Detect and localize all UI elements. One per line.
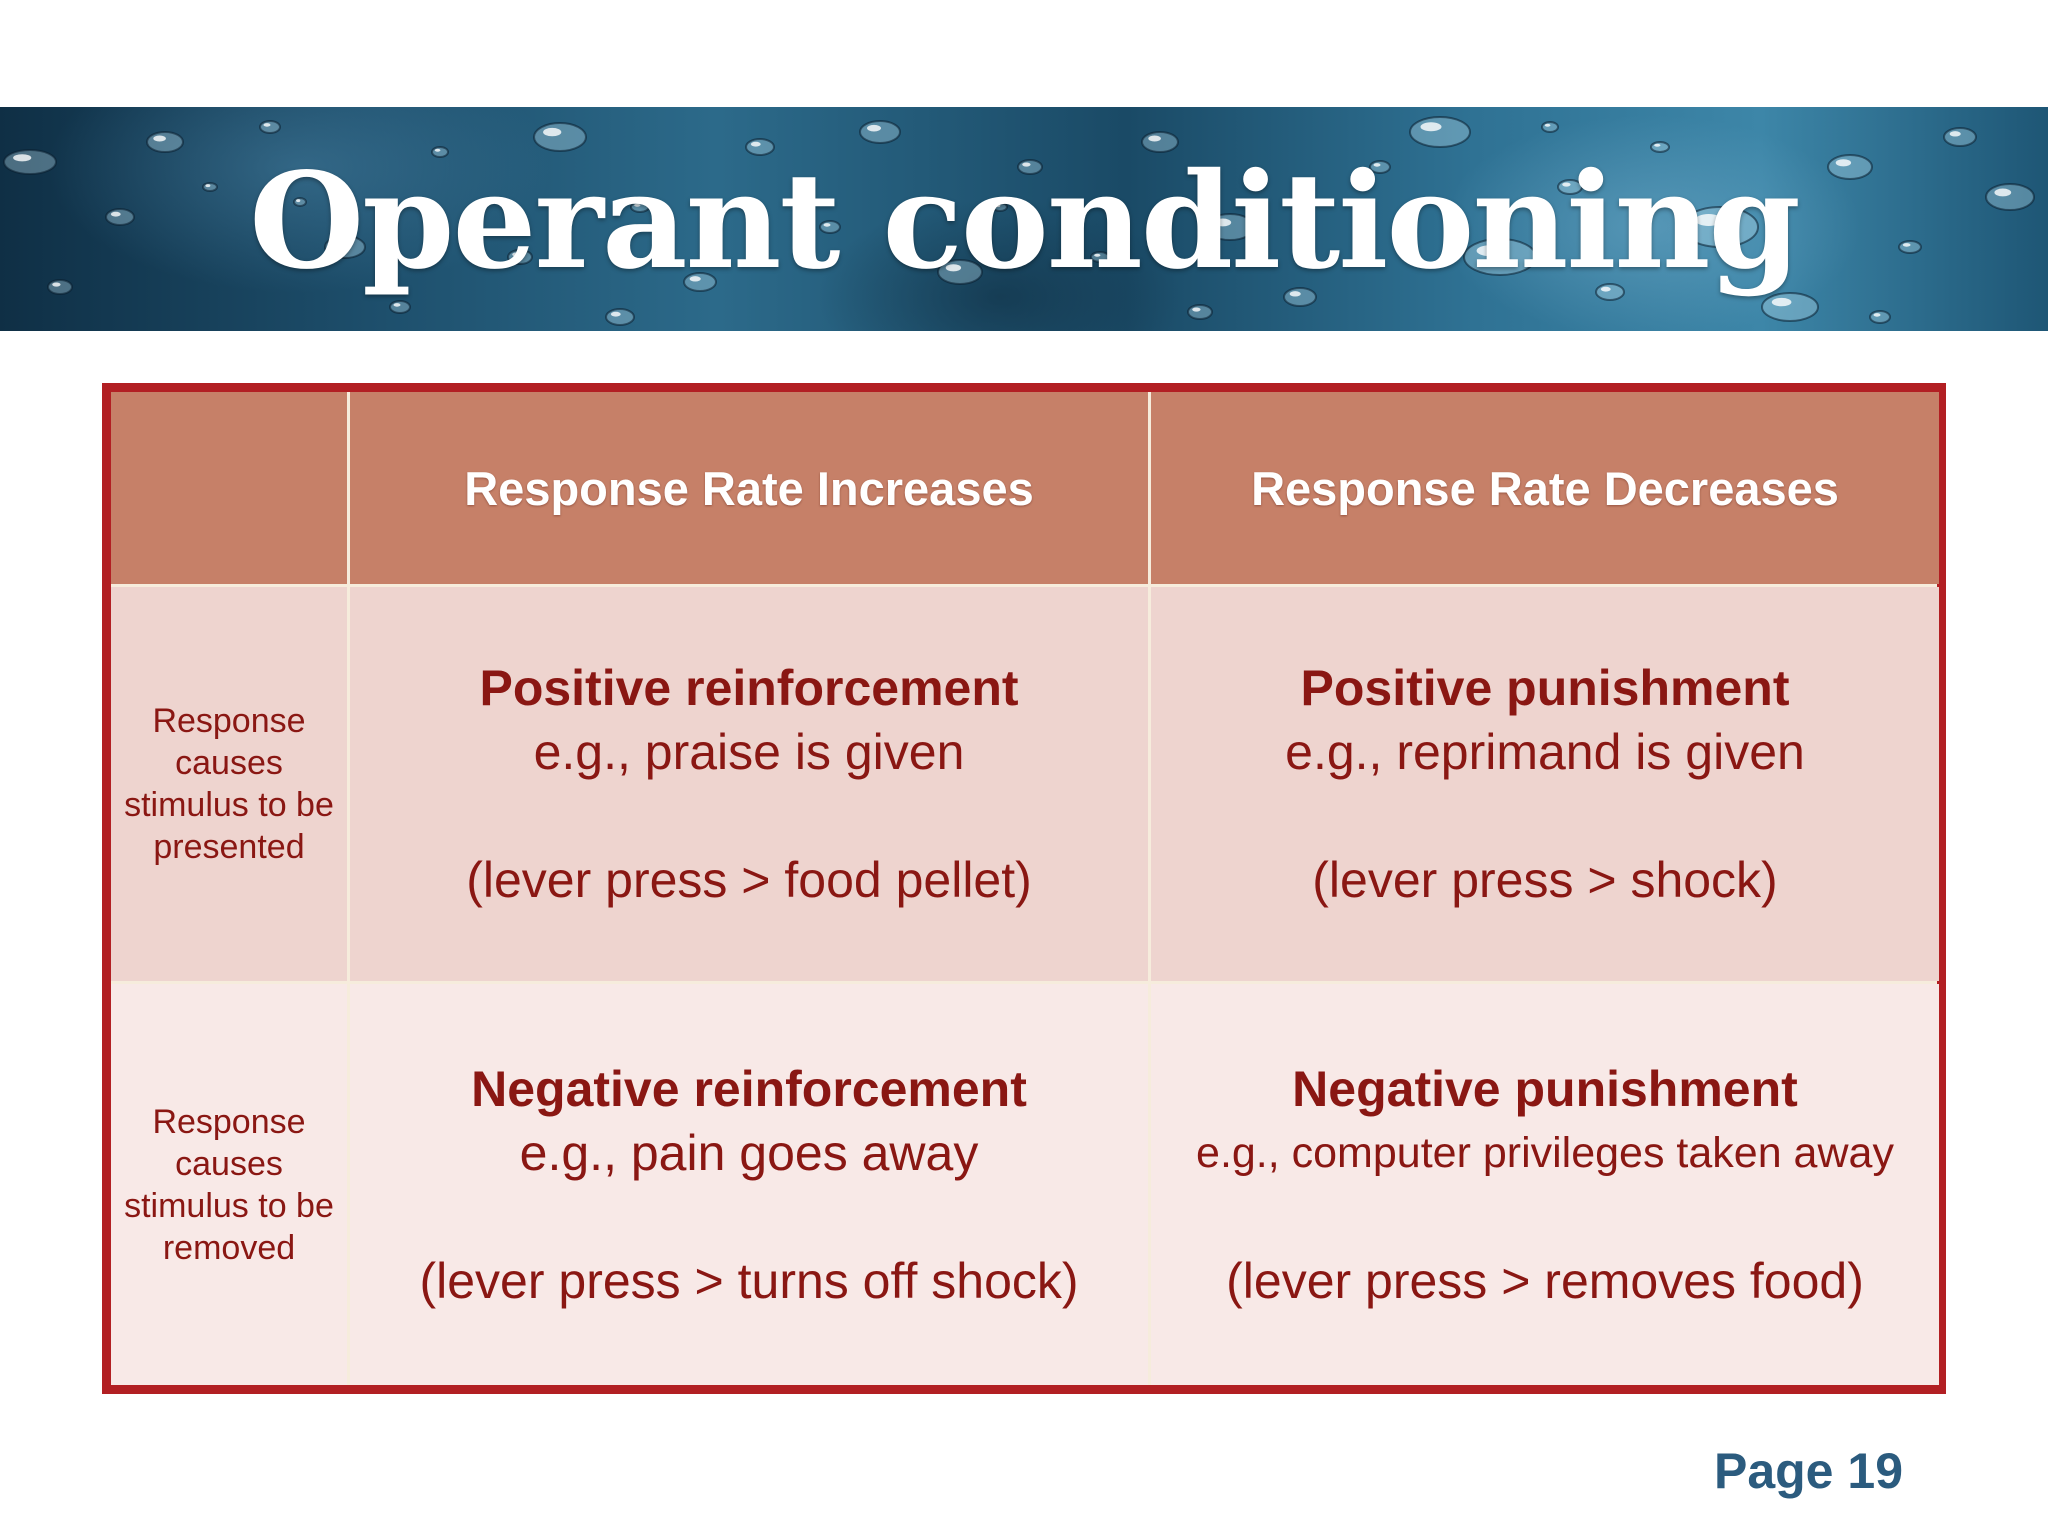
water-droplet — [1409, 116, 1471, 148]
water-droplet — [1869, 310, 1891, 324]
water-droplet — [605, 308, 635, 326]
water-droplet-highlight — [1654, 143, 1661, 147]
water-droplet — [1541, 121, 1559, 133]
term-text: Positive punishment — [1300, 660, 1790, 716]
water-droplet-highlight — [995, 204, 1001, 208]
water-droplet-highlight — [1873, 313, 1881, 317]
water-droplet-highlight — [1420, 122, 1442, 132]
title-banner: Operant conditioning — [0, 107, 2048, 331]
water-droplet-highlight — [1949, 131, 1961, 137]
water-droplet-highlight — [1148, 135, 1161, 142]
detail-text: (lever press > turns off shock) — [419, 1252, 1079, 1309]
water-droplet-highlight — [634, 203, 641, 207]
cell-positive-punishment: Positive punishment e.g., reprimand is g… — [1151, 587, 1939, 981]
example-text: e.g., praise is given — [533, 724, 965, 780]
water-droplet-highlight — [1600, 286, 1611, 292]
water-droplet-highlight — [1695, 214, 1722, 226]
water-droplet-highlight — [1771, 297, 1792, 307]
column-header-decreases: Response Rate Decreases — [1151, 392, 1939, 584]
example-text: e.g., reprimand is given — [1285, 724, 1805, 780]
water-droplet-highlight — [434, 148, 441, 152]
water-droplet-highlight — [1562, 182, 1571, 187]
detail-text: (lever press > shock) — [1312, 852, 1778, 908]
water-droplet-highlight — [1835, 159, 1852, 167]
row-label-text: Response causes stimulus to be presented — [124, 702, 334, 866]
operant-conditioning-table: Response Rate Increases Response Rate De… — [102, 383, 1946, 1394]
water-droplet-highlight — [823, 223, 831, 227]
water-droplet-highlight — [296, 199, 301, 203]
water-droplet-highlight — [393, 303, 401, 307]
water-droplet-highlight — [205, 184, 211, 188]
example-text: e.g., computer privileges taken away — [1196, 1128, 1894, 1177]
term-text: Negative punishment — [1292, 1060, 1798, 1117]
water-droplet-highlight — [1022, 162, 1031, 167]
water-droplet-highlight — [750, 141, 761, 147]
slide-title: Operant conditioning — [249, 144, 1801, 299]
term-text: Positive reinforcement — [479, 660, 1019, 716]
column-header-increases: Response Rate Increases — [350, 392, 1148, 584]
water-droplet-highlight — [1476, 245, 1502, 257]
water-droplet-highlight — [13, 154, 32, 162]
example-text: e.g., pain goes away — [519, 1124, 979, 1181]
page-number: Page 19 — [1713, 1443, 1903, 1499]
water-droplet-highlight — [1214, 218, 1232, 227]
cell-negative-punishment: Negative punishment e.g., computer privi… — [1151, 984, 1939, 1385]
water-droplet-highlight — [1192, 307, 1201, 312]
corner-cell — [111, 392, 347, 584]
water-droplet-highlight — [1902, 243, 1911, 247]
table-grid: Response Rate Increases Response Rate De… — [111, 392, 1939, 1385]
water-droplet — [1187, 304, 1213, 320]
detail-text: (lever press > food pellet) — [466, 852, 1032, 908]
water-droplet-highlight — [543, 127, 562, 137]
water-droplet — [859, 120, 901, 144]
cell-positive-reinforcement: Positive reinforcement e.g., praise is g… — [350, 587, 1148, 981]
water-droplet — [259, 120, 281, 134]
water-droplet-highlight — [1094, 253, 1101, 257]
water-droplets-decoration — [3, 116, 2035, 326]
water-droplet-highlight — [610, 311, 621, 317]
water-droplet-highlight — [1544, 123, 1551, 127]
water-droplet-highlight — [689, 276, 701, 282]
water-droplet-highlight — [263, 123, 271, 127]
water-droplet-highlight — [867, 124, 881, 132]
row-label-text: Response causes stimulus to be removed — [124, 1102, 334, 1267]
column-header-label: Response Rate Decreases — [1251, 461, 1839, 515]
water-droplet-highlight — [1994, 188, 2012, 197]
water-droplet — [1943, 127, 1977, 147]
water-droplet-highlight — [153, 135, 166, 142]
water-droplet — [389, 300, 411, 314]
water-droplet-highlight — [52, 282, 61, 287]
water-droplet-highlight — [332, 239, 346, 247]
column-header-label: Response Rate Increases — [464, 461, 1034, 515]
term-text: Negative reinforcement — [471, 1060, 1027, 1117]
water-droplet-highlight — [1373, 163, 1381, 167]
row-label-removed: Response causes stimulus to be removed — [111, 984, 347, 1385]
detail-text: (lever press > removes food) — [1226, 1252, 1864, 1309]
water-droplet-highlight — [110, 211, 121, 217]
water-droplet-highlight — [1289, 291, 1301, 297]
water-droplet-highlight — [512, 252, 521, 257]
cell-negative-reinforcement: Negative reinforcement e.g., pain goes a… — [350, 984, 1148, 1385]
row-label-presented: Response causes stimulus to be presented — [111, 587, 347, 981]
water-droplet-highlight — [945, 264, 962, 272]
